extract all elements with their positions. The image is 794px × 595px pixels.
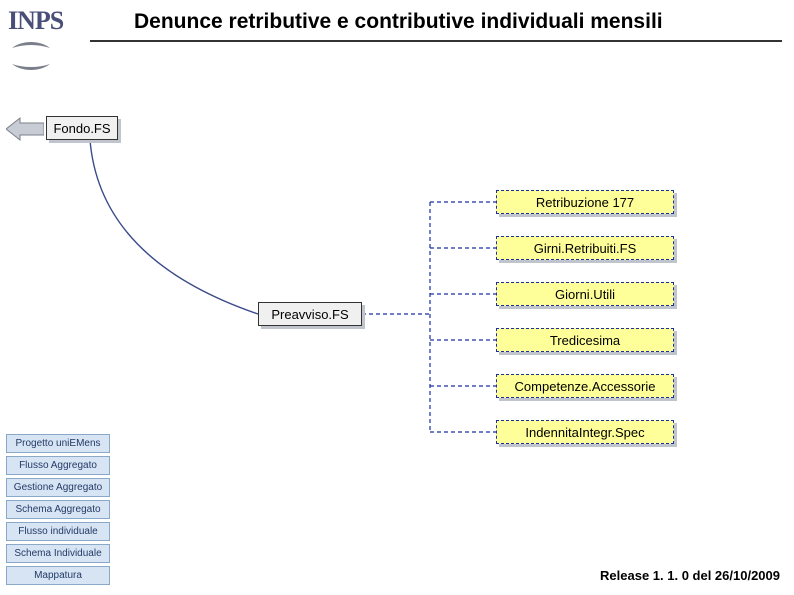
node-label: Tredicesima	[550, 333, 620, 348]
left-nav: Progetto uniEMens Flusso Aggregato Gesti…	[6, 434, 110, 588]
node-label: Competenze.Accessorie	[515, 379, 656, 394]
node-label: Girni.Retribuiti.FS	[534, 241, 637, 256]
nav-schema-individuale[interactable]: Schema Individuale	[6, 544, 110, 563]
node-preavviso-fs[interactable]: Preavviso.FS	[258, 302, 362, 326]
nav-gestione-aggregato[interactable]: Gestione Aggregato	[6, 478, 110, 497]
nav-flusso-aggregato[interactable]: Flusso Aggregato	[6, 456, 110, 475]
node-competenze-accessorie[interactable]: Competenze.Accessorie	[496, 374, 674, 398]
nav-mappatura[interactable]: Mappatura	[6, 566, 110, 585]
node-giorni-utili[interactable]: Giorni.Utili	[496, 282, 674, 306]
back-arrow-icon	[6, 116, 44, 142]
node-label: Fondo.FS	[53, 121, 110, 136]
node-label: Preavviso.FS	[271, 307, 348, 322]
node-retribuzione-177[interactable]: Retribuzione 177	[496, 190, 674, 214]
node-label: IndennitaIntegr.Spec	[525, 425, 644, 440]
node-label: Retribuzione 177	[536, 195, 634, 210]
release-label: Release 1. 1. 0 del 26/10/2009	[600, 568, 780, 583]
node-fondo-fs[interactable]: Fondo.FS	[46, 116, 118, 140]
node-label: Giorni.Utili	[555, 287, 615, 302]
nav-schema-aggregato[interactable]: Schema Aggregato	[6, 500, 110, 519]
node-indennita-integr-spec[interactable]: IndennitaIntegr.Spec	[496, 420, 674, 444]
diagram: Fondo.FS Preavviso.FS Retribuzione 177 G…	[0, 0, 794, 595]
nav-progetto-uniemens[interactable]: Progetto uniEMens	[6, 434, 110, 453]
node-girni-retribuiti-fs[interactable]: Girni.Retribuiti.FS	[496, 236, 674, 260]
nav-flusso-individuale[interactable]: Flusso individuale	[6, 522, 110, 541]
node-tredicesima[interactable]: Tredicesima	[496, 328, 674, 352]
